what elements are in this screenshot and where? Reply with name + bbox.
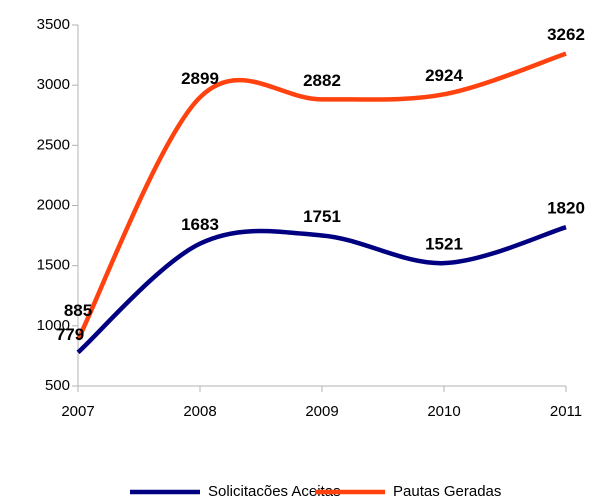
x-tick-label: 2011 bbox=[550, 403, 582, 420]
data-label: 885 bbox=[64, 301, 92, 320]
x-tick-label: 2010 bbox=[427, 403, 460, 420]
y-tick-label: 2500 bbox=[37, 136, 70, 153]
data-label: 2899 bbox=[181, 69, 219, 88]
data-label: 2924 bbox=[425, 66, 463, 85]
x-tick-label: 2009 bbox=[305, 403, 338, 420]
x-tick-label: 2007 bbox=[61, 403, 94, 420]
data-label: 3262 bbox=[547, 25, 585, 44]
x-tick-label: 2008 bbox=[183, 403, 216, 420]
data-label: 2882 bbox=[303, 71, 341, 90]
data-label: 1820 bbox=[547, 199, 585, 218]
legend-label: Pautas Geradas bbox=[393, 483, 501, 500]
y-tick-label: 3500 bbox=[37, 16, 70, 33]
y-tick-label: 3000 bbox=[37, 76, 70, 93]
y-tick-label: 1500 bbox=[37, 257, 70, 274]
y-tick-label: 2000 bbox=[37, 196, 70, 213]
data-label: 779 bbox=[56, 325, 84, 344]
legend-label: Solicitacões Aceitas bbox=[208, 483, 341, 500]
series-line bbox=[76, 225, 567, 355]
y-tick-label: 1000 bbox=[37, 317, 70, 334]
series-line bbox=[75, 51, 567, 341]
y-tick-label: 500 bbox=[45, 377, 70, 394]
data-label: 1751 bbox=[303, 207, 341, 226]
data-label: 1683 bbox=[181, 215, 219, 234]
data-label: 1521 bbox=[425, 235, 463, 254]
